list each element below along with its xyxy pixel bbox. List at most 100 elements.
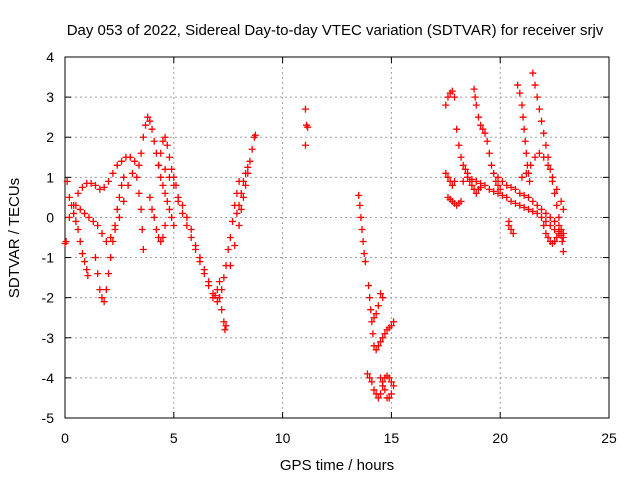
data-point-plus bbox=[490, 187, 498, 195]
data-point-plus bbox=[503, 193, 511, 201]
series-descent-b bbox=[174, 197, 223, 300]
data-point-plus bbox=[453, 125, 461, 133]
data-point-plus bbox=[76, 205, 84, 213]
data-point-plus bbox=[546, 221, 554, 229]
data-point-plus bbox=[451, 93, 459, 101]
data-point-plus bbox=[531, 81, 539, 89]
data-point-plus bbox=[115, 213, 123, 221]
data-point-plus bbox=[529, 207, 537, 215]
data-point-plus bbox=[81, 209, 89, 217]
y-tick-label: 1 bbox=[46, 169, 54, 185]
series-cluster-14 bbox=[365, 282, 398, 354]
y-tick-label: 4 bbox=[46, 49, 54, 65]
data-point-plus bbox=[251, 131, 259, 139]
data-point-plus bbox=[102, 286, 110, 294]
series-band-b bbox=[494, 173, 563, 229]
data-point-plus bbox=[218, 306, 226, 314]
data-point-plus bbox=[503, 181, 511, 189]
data-point-plus bbox=[135, 189, 143, 197]
data-point-plus bbox=[540, 129, 548, 137]
data-point-plus bbox=[94, 270, 102, 278]
data-point-plus bbox=[100, 183, 108, 191]
data-point-plus bbox=[494, 173, 502, 181]
data-point-plus bbox=[96, 185, 104, 193]
data-point-plus bbox=[374, 302, 382, 310]
data-point-plus bbox=[242, 169, 250, 177]
data-point-plus bbox=[120, 173, 128, 181]
data-point-plus bbox=[220, 274, 228, 282]
data-point-plus bbox=[131, 157, 139, 165]
series-band-19-22 bbox=[459, 173, 567, 237]
data-point-plus bbox=[113, 205, 121, 213]
data-point-plus bbox=[374, 342, 382, 350]
data-point-plus bbox=[179, 201, 187, 209]
data-point-plus bbox=[557, 197, 565, 205]
data-point-plus bbox=[105, 177, 113, 185]
data-point-plus bbox=[514, 81, 522, 89]
data-point-plus bbox=[74, 225, 82, 233]
data-point-plus bbox=[144, 113, 152, 121]
data-point-plus bbox=[377, 338, 385, 346]
data-point-plus bbox=[109, 238, 117, 246]
y-tick-label: -2 bbox=[42, 290, 55, 306]
data-point-plus bbox=[535, 149, 543, 157]
data-point-plus bbox=[301, 141, 309, 149]
data-point-plus bbox=[360, 250, 368, 258]
data-point-plus bbox=[239, 193, 247, 201]
data-point-plus bbox=[358, 225, 366, 233]
data-point-plus bbox=[205, 278, 213, 286]
data-point-plus bbox=[377, 374, 385, 382]
data-point-plus bbox=[457, 153, 465, 161]
points-layer bbox=[61, 69, 567, 402]
data-point-plus bbox=[368, 378, 376, 386]
data-point-plus bbox=[542, 209, 550, 217]
data-point-plus bbox=[381, 330, 389, 338]
data-point-plus bbox=[170, 221, 178, 229]
data-point-plus bbox=[233, 209, 241, 217]
data-point-plus bbox=[355, 191, 363, 199]
data-point-plus bbox=[507, 197, 515, 205]
data-point-plus bbox=[226, 234, 234, 241]
y-tick-label: -5 bbox=[42, 410, 55, 426]
data-point-plus bbox=[451, 177, 459, 185]
data-point-plus bbox=[96, 286, 104, 294]
data-point-plus bbox=[152, 225, 160, 233]
data-point-plus bbox=[379, 378, 387, 386]
data-point-plus bbox=[527, 161, 535, 169]
data-point-plus bbox=[98, 294, 106, 302]
data-point-plus bbox=[481, 181, 489, 189]
data-point-plus bbox=[137, 149, 145, 157]
data-point-plus bbox=[494, 181, 502, 189]
data-point-plus bbox=[455, 141, 463, 149]
series-peak-4b bbox=[155, 133, 180, 189]
data-point-plus bbox=[472, 189, 480, 197]
data-point-plus bbox=[196, 258, 204, 266]
data-point-plus bbox=[481, 129, 489, 137]
data-point-plus bbox=[540, 153, 548, 161]
data-point-plus bbox=[235, 221, 243, 229]
data-point-plus bbox=[138, 225, 146, 233]
chart-title: Day 053 of 2022, Sidereal Day-to-day VTE… bbox=[67, 22, 604, 39]
data-point-plus bbox=[72, 201, 80, 209]
data-point-plus bbox=[215, 294, 223, 302]
data-point-plus bbox=[179, 209, 187, 217]
data-point-plus bbox=[91, 254, 99, 262]
data-point-plus bbox=[161, 221, 169, 229]
data-point-plus bbox=[518, 101, 526, 109]
data-point-plus bbox=[183, 213, 191, 221]
data-point-plus bbox=[370, 386, 378, 394]
data-point-plus bbox=[63, 177, 71, 185]
data-point-plus bbox=[379, 294, 387, 302]
data-point-plus bbox=[553, 185, 561, 193]
data-point-plus bbox=[377, 290, 385, 298]
data-point-plus bbox=[533, 209, 541, 217]
data-point-plus bbox=[509, 229, 517, 237]
data-point-plus bbox=[487, 161, 495, 169]
data-point-plus bbox=[516, 189, 524, 197]
y-tick-label: -4 bbox=[42, 370, 55, 386]
data-point-plus bbox=[553, 234, 561, 241]
x-tick-label: 10 bbox=[275, 430, 291, 446]
data-point-plus bbox=[520, 125, 528, 133]
series-descent-18 bbox=[453, 125, 485, 197]
data-point-plus bbox=[546, 213, 554, 221]
